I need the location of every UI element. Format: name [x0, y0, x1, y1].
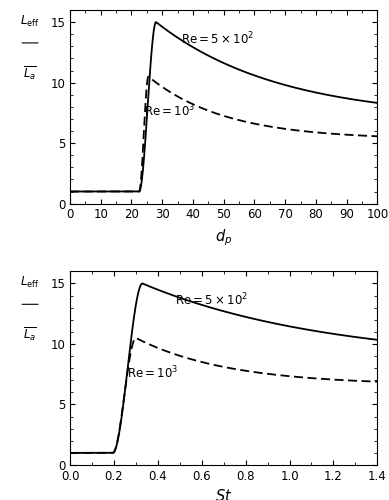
Text: $L_{\rm eff}$: $L_{\rm eff}$ — [20, 14, 40, 29]
Text: $\mathrm{Re} = 5 \times 10^2$: $\mathrm{Re} = 5 \times 10^2$ — [175, 292, 249, 308]
Text: $\overline{L_a}$: $\overline{L_a}$ — [23, 326, 37, 343]
X-axis label: $St$: $St$ — [215, 488, 232, 500]
Text: $\mathrm{Re} = 10^3$: $\mathrm{Re} = 10^3$ — [144, 103, 195, 120]
Text: $\overline{L_a}$: $\overline{L_a}$ — [23, 64, 37, 82]
Text: $\mathrm{Re} = 5 \times 10^2$: $\mathrm{Re} = 5 \times 10^2$ — [180, 30, 254, 47]
Text: $L_{\rm eff}$: $L_{\rm eff}$ — [20, 276, 40, 290]
X-axis label: $d_p$: $d_p$ — [215, 227, 232, 248]
Text: $\mathrm{Re} = 10^3$: $\mathrm{Re} = 10^3$ — [127, 364, 179, 381]
